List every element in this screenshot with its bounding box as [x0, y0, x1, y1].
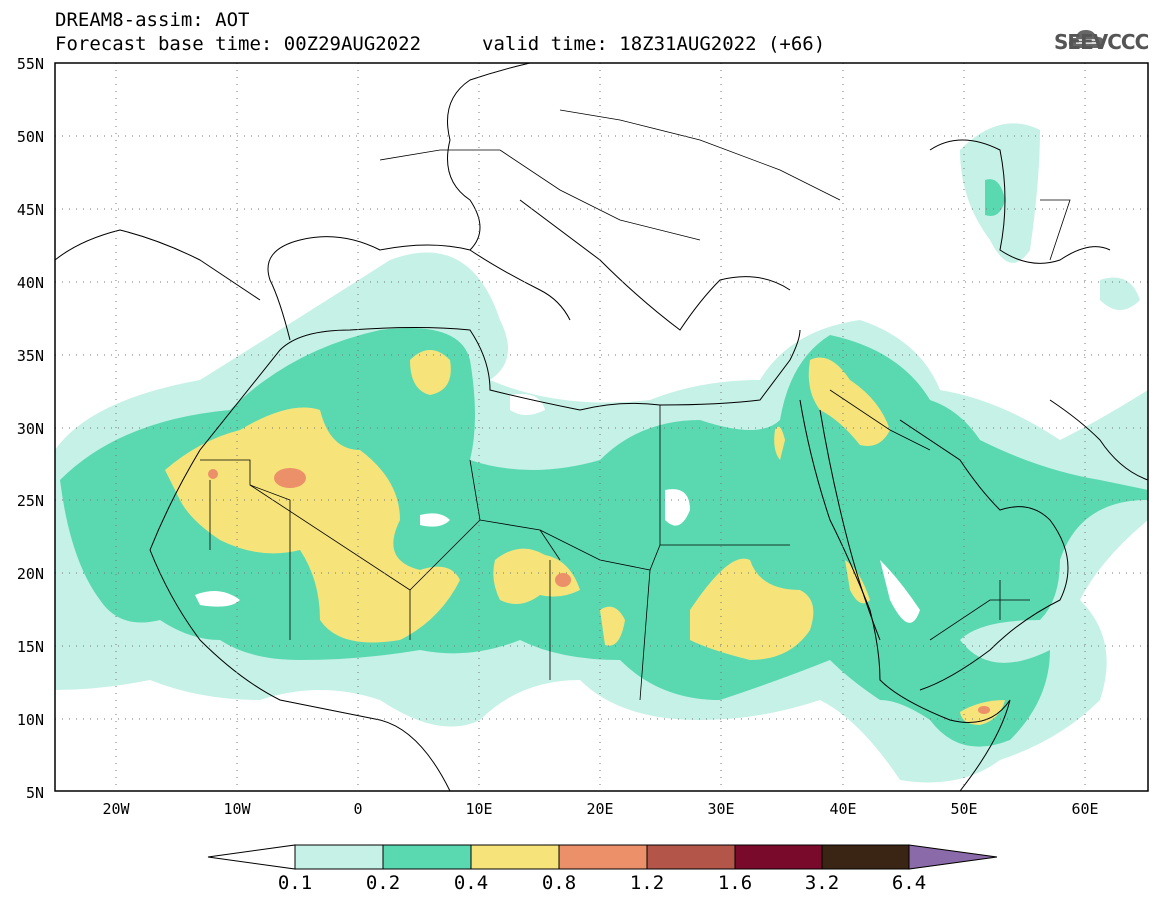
lat-label: 45N [16, 201, 44, 219]
lon-label: 50E [950, 800, 978, 818]
colorbar-label: 1.6 [717, 872, 753, 894]
lon-label: 60E [1071, 800, 1099, 818]
colorbar-label: 0.1 [277, 872, 313, 894]
lat-label: 50N [16, 128, 44, 146]
colorbar-segment-1 [294, 844, 384, 870]
colorbar-segment-over [908, 844, 998, 870]
aot-clear-patches [195, 394, 920, 623]
aot-field [55, 63, 1148, 791]
lat-label: 20N [16, 565, 44, 583]
colorbar-label: 6.4 [891, 872, 927, 894]
lat-label: 30N [16, 420, 44, 438]
colorbar-label: 3.2 [804, 872, 840, 894]
borders [200, 109, 1071, 701]
cloud-logo-icon [1068, 30, 1105, 48]
colorbar-segment-4 [558, 844, 648, 870]
aot-band-peak [208, 468, 990, 714]
graticule [55, 63, 1148, 791]
lat-label: 15N [16, 638, 44, 656]
colorbar-segment-7 [821, 844, 910, 870]
map-frame [54, 62, 1149, 792]
forecast-base-time: Forecast base time: 00Z29AUG2022 [55, 33, 422, 55]
logo-text: SEEVCCC [1054, 30, 1149, 54]
colorbar-segment-6 [734, 844, 823, 870]
lat-label: 5N [25, 784, 44, 802]
lon-label: 10E [465, 800, 493, 818]
lon-label: 0 [353, 800, 363, 818]
lon-label: 40E [829, 800, 857, 818]
lat-label: 35N [16, 347, 44, 365]
colorbar-label: 0.4 [453, 872, 489, 894]
colorbar-segment-under [207, 844, 296, 870]
colorbar-label: 0.2 [365, 872, 401, 894]
lat-label: 25N [16, 492, 44, 510]
colorbar-label: 1.2 [629, 872, 665, 894]
colorbar-segment-2 [382, 844, 472, 870]
lat-label: 55N [16, 55, 44, 73]
lon-label: 30E [707, 800, 735, 818]
colorbar-label: 0.8 [541, 872, 577, 894]
lat-label: 40N [16, 274, 44, 292]
lat-label: 10N [16, 711, 44, 729]
colorbar-segment-5 [646, 844, 736, 870]
aot-band-high [165, 350, 1005, 725]
coastlines [55, 63, 1148, 791]
lon-label: 10W [223, 800, 251, 818]
lon-label: 20W [102, 800, 130, 818]
valid-time: valid time: 18Z31AUG2022 (+66) [482, 33, 826, 55]
lon-label: 20E [586, 800, 614, 818]
colorbar-segment-3 [470, 844, 560, 870]
map-title: DREAM8-assim: AOT [55, 9, 250, 31]
colorbar [207, 844, 998, 870]
